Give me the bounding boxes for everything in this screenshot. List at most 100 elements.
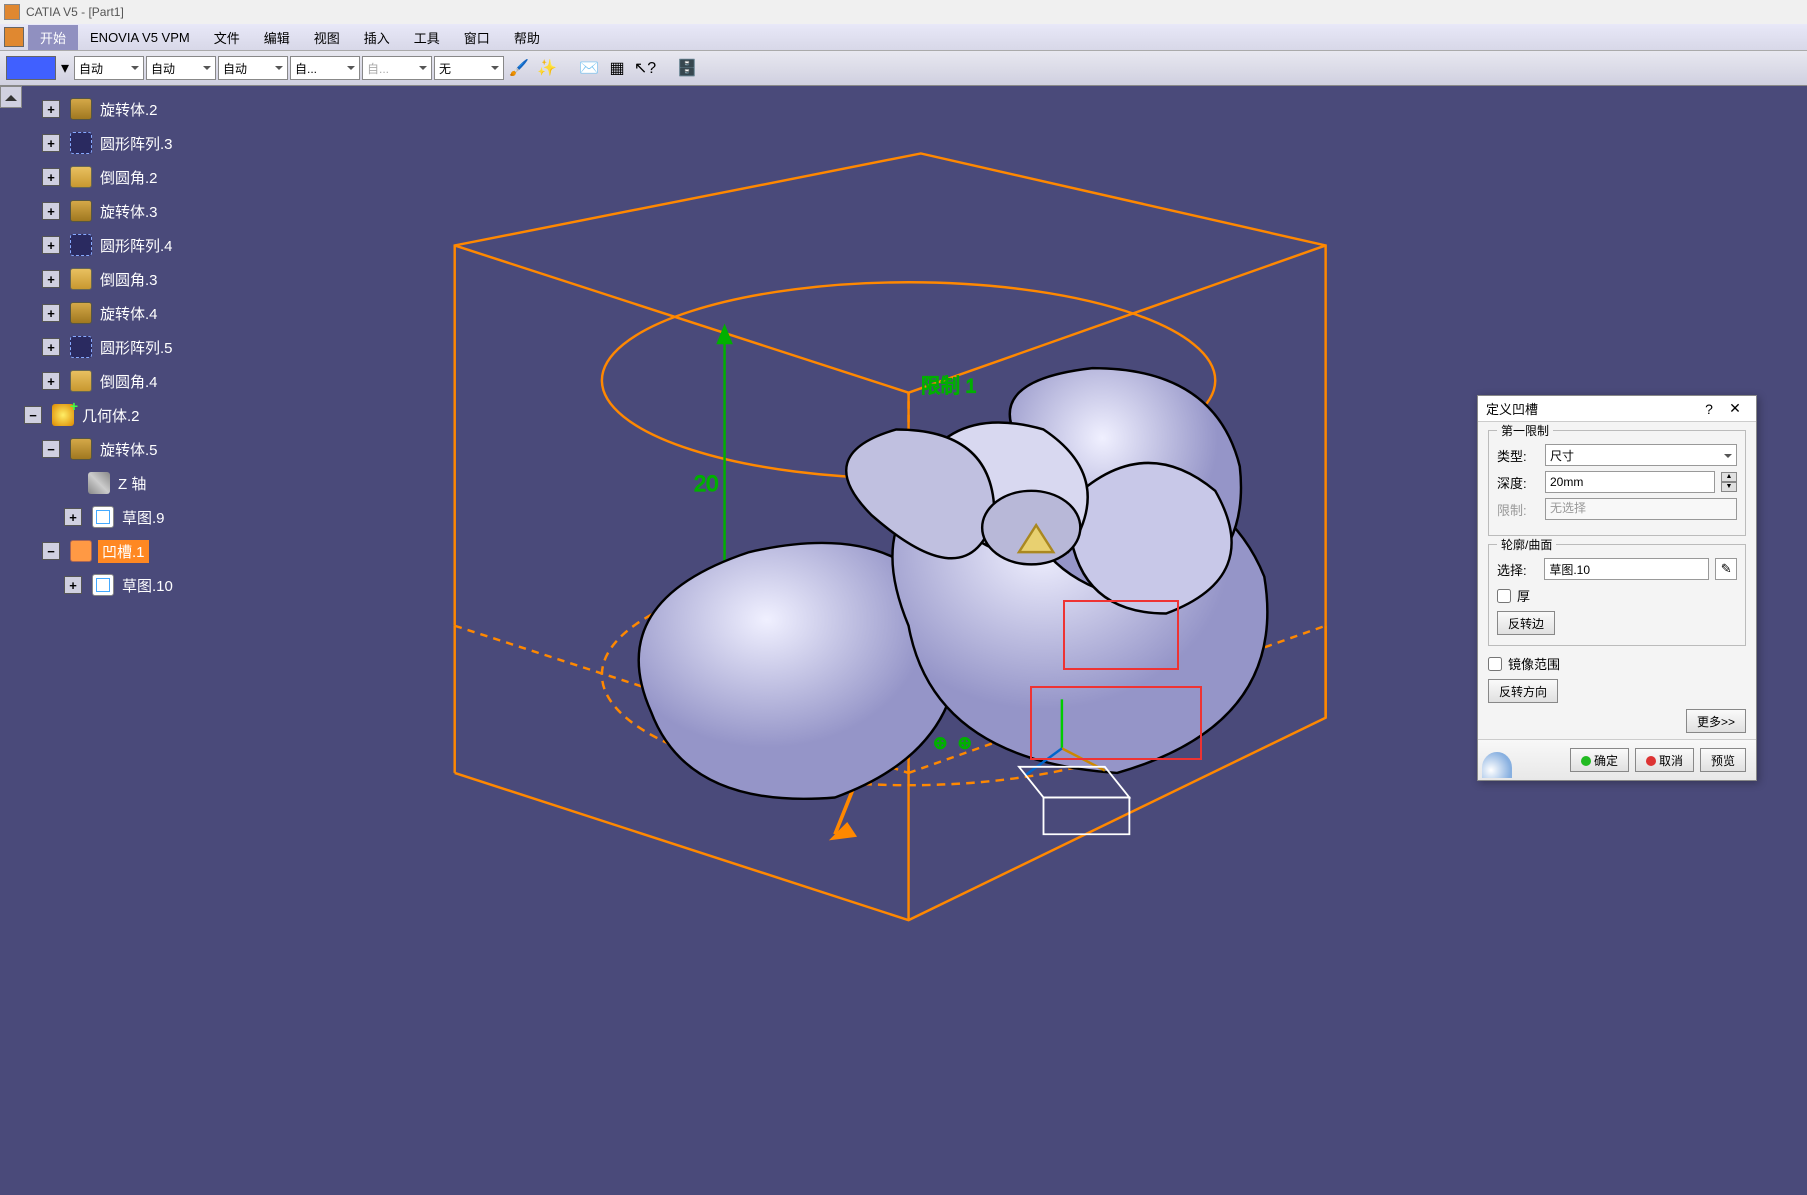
tree-item[interactable]: + 旋转体.4	[42, 296, 274, 330]
expander-icon[interactable]: −	[42, 440, 60, 458]
depth-label: 深度:	[1497, 473, 1539, 492]
expander-icon[interactable]: +	[42, 372, 60, 390]
node-icon	[92, 506, 114, 528]
expander-icon[interactable]: −	[24, 406, 42, 424]
menu-start[interactable]: 开始	[28, 25, 78, 50]
cancel-button[interactable]: 取消	[1635, 748, 1694, 772]
node-icon	[70, 336, 92, 358]
help-button[interactable]: ?	[1696, 401, 1722, 417]
depth-spinner[interactable]: ▲▼	[1721, 472, 1737, 492]
dropdown-4[interactable]: 自...	[290, 56, 360, 80]
svg-text:20: 20	[694, 471, 719, 496]
tree-label: 圆形阵列.5	[98, 336, 175, 359]
wand-icon[interactable]: ✨	[534, 55, 560, 81]
tree-item[interactable]: + 旋转体.3	[42, 194, 274, 228]
close-button[interactable]: ✕	[1722, 400, 1748, 417]
svg-text:⊕: ⊕	[933, 732, 947, 752]
grid-icon[interactable]: ▦	[604, 55, 630, 81]
expander-icon[interactable]: +	[42, 100, 60, 118]
tree-item[interactable]: + 草图.9	[64, 500, 274, 534]
tree-label: 旋转体.4	[98, 302, 160, 325]
tree-item[interactable]: +倒圆角.3	[42, 262, 274, 296]
expander-icon[interactable]: +	[42, 304, 60, 322]
tree-item[interactable]: + 圆形阵列.4	[42, 228, 274, 262]
menu-bar: 开始 ENOVIA V5 VPM 文件 编辑 视图 插入 工具 窗口 帮助	[0, 24, 1807, 50]
mirror-checkbox[interactable]	[1488, 657, 1502, 671]
tree-item[interactable]: −旋转体.5	[42, 432, 274, 466]
tree-item[interactable]: + 倒圆角.2	[42, 160, 274, 194]
brush-icon[interactable]: 🖌️	[506, 55, 532, 81]
tree-item[interactable]: Z 轴	[64, 466, 274, 500]
tree-item[interactable]: + 草图.10	[64, 568, 274, 602]
expander-icon[interactable]: +	[42, 270, 60, 288]
select-input[interactable]	[1544, 558, 1709, 580]
menu-insert[interactable]: 插入	[352, 25, 402, 50]
dropdown-6[interactable]: 无	[434, 56, 504, 80]
depth-input[interactable]	[1545, 471, 1715, 493]
profile-legend: 轮廓/曲面	[1497, 536, 1556, 553]
db-icon[interactable]: 🗄️	[674, 55, 700, 81]
reverse-side-button[interactable]: 反转边	[1497, 611, 1555, 635]
tree-label: 草图.10	[120, 574, 175, 597]
tree-label: 几何体.2	[80, 404, 142, 427]
menu-edit[interactable]: 编辑	[252, 25, 302, 50]
tree-label: 倒圆角.4	[98, 370, 160, 393]
sketch-edit-icon[interactable]: ✎	[1715, 558, 1737, 580]
expander-icon[interactable]: +	[42, 202, 60, 220]
app-title: CATIA V5 - [Part1]	[26, 5, 124, 19]
expander-icon[interactable]: +	[64, 508, 82, 526]
expander-icon[interactable]: +	[64, 576, 82, 594]
node-icon	[52, 404, 74, 426]
tree-item[interactable]: + 旋转体.2	[42, 92, 274, 126]
dropdown-2[interactable]: 自动	[146, 56, 216, 80]
title-bar: CATIA V5 - [Part1]	[0, 0, 1807, 24]
expander-icon[interactable]: +	[42, 338, 60, 356]
svg-text:限制 1: 限制 1	[921, 376, 977, 398]
color-swatch[interactable]	[6, 56, 56, 80]
type-dropdown[interactable]: 尺寸	[1545, 444, 1737, 466]
thick-checkbox[interactable]	[1497, 589, 1511, 603]
tree-label: 旋转体.2	[98, 98, 160, 121]
tree-item[interactable]: + 倒圆角.4	[42, 364, 274, 398]
spec-tree: +旋转体.2+圆形阵列.3+倒圆角.2+旋转体.3+圆形阵列.4+倒圆角.3+旋…	[24, 86, 274, 602]
expander-icon[interactable]: +	[42, 168, 60, 186]
dropdown-3[interactable]: 自动	[218, 56, 288, 80]
dropdown-5[interactable]: 自...	[362, 56, 432, 80]
dialog-title: 定义凹槽	[1486, 399, 1538, 418]
tree-label: 旋转体.3	[98, 200, 160, 223]
node-icon	[70, 200, 92, 222]
more-button[interactable]: 更多>>	[1686, 709, 1746, 733]
first-limit-group: 第一限制 类型: 尺寸 深度: ▲▼ 限制: 无选择	[1488, 430, 1746, 536]
tree-label: 倒圆角.2	[98, 166, 160, 189]
expander-icon[interactable]: +	[42, 236, 60, 254]
menu-view[interactable]: 视图	[302, 25, 352, 50]
menu-help[interactable]: 帮助	[502, 25, 552, 50]
tree-label: 草图.9	[120, 506, 167, 529]
tree-item[interactable]: +圆形阵列.3	[42, 126, 274, 160]
profile-group: 轮廓/曲面 选择: ✎ 厚 反转边	[1488, 544, 1746, 646]
menu-file[interactable]: 文件	[202, 25, 252, 50]
tree-item[interactable]: + 圆形阵列.5	[42, 330, 274, 364]
menu-enovia[interactable]: ENOVIA V5 VPM	[78, 27, 202, 48]
preview-button[interactable]: 预览	[1700, 748, 1746, 772]
help-arrow-icon[interactable]: ↖?	[632, 55, 658, 81]
dialog-titlebar[interactable]: 定义凹槽 ? ✕	[1478, 396, 1756, 422]
menu-window[interactable]: 窗口	[452, 25, 502, 50]
expander-icon[interactable]: −	[42, 542, 60, 560]
limit-field: 无选择	[1545, 498, 1737, 520]
mail-icon[interactable]: ✉️	[576, 55, 602, 81]
ok-button[interactable]: 确定	[1570, 748, 1629, 772]
node-icon	[70, 540, 92, 562]
scroll-up-button[interactable]	[0, 86, 22, 108]
mirror-label: 镜像范围	[1508, 654, 1560, 673]
expander-icon[interactable]: +	[42, 134, 60, 152]
tree-item[interactable]: − 几何体.2	[24, 398, 274, 432]
app-logo-icon	[4, 4, 20, 20]
tree-label: 圆形阵列.4	[98, 234, 175, 257]
reverse-direction-button[interactable]: 反转方向	[1488, 679, 1558, 703]
node-icon	[92, 574, 114, 596]
dropdown-1[interactable]: 自动	[74, 56, 144, 80]
tree-label: 凹槽.1	[98, 540, 149, 563]
menu-tools[interactable]: 工具	[402, 25, 452, 50]
tree-item[interactable]: − 凹槽.1	[42, 534, 274, 568]
